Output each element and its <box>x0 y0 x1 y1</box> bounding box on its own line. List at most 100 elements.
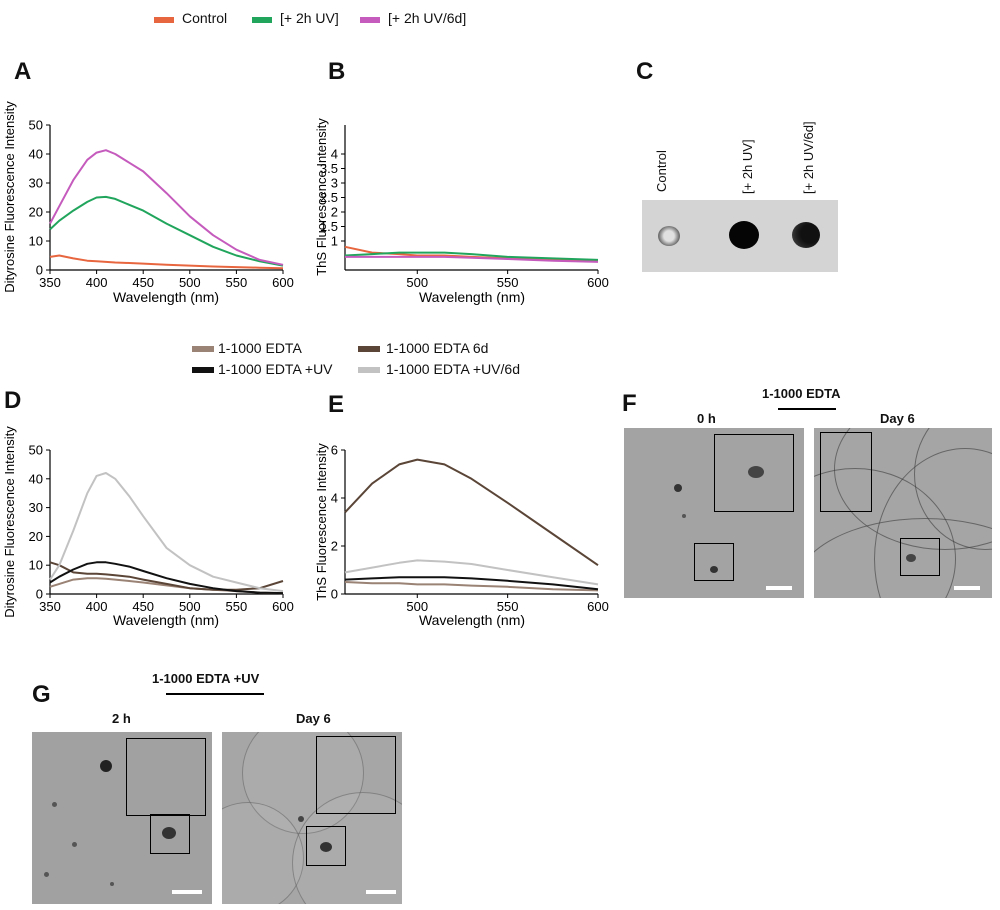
zoom-box <box>150 814 190 854</box>
x-tick-label: 600 <box>272 599 294 614</box>
series-line <box>344 559 599 586</box>
particle <box>52 802 57 807</box>
particle <box>710 566 718 573</box>
y-tick-label: 50 <box>29 118 43 133</box>
y-axis-label: ThS Fluorescence Intensity <box>314 118 329 276</box>
y-tick-label: 2.5 <box>320 190 338 205</box>
x-tick-label: 600 <box>587 599 609 614</box>
legend-swatch <box>192 346 214 352</box>
x-axis-label: Wavelength (nm) <box>113 289 219 305</box>
legend-label: [+ 2h UV/6d] <box>388 10 467 26</box>
x-tick-label: 400 <box>86 275 108 290</box>
em-image <box>624 428 804 598</box>
x-tick-label: 550 <box>226 599 248 614</box>
particle <box>162 827 176 839</box>
panel-label-c: C <box>636 58 654 85</box>
y-tick-label: 20 <box>29 529 43 544</box>
series-line <box>49 561 284 595</box>
zoom-box <box>306 826 346 866</box>
x-tick-label: 500 <box>406 599 428 614</box>
blot-label-uv6d: [+ 2h UV/6d] <box>801 121 816 194</box>
panel-label-g: G <box>32 681 51 708</box>
inset-box <box>316 736 396 814</box>
legend-swatch <box>358 367 380 373</box>
em-caption-left: 2 h <box>112 711 131 726</box>
legend-label: 1-1000 EDTA +UV/6d <box>386 361 520 377</box>
x-axis-label: Wavelength (nm) <box>113 612 219 628</box>
legend-swatch <box>360 17 380 23</box>
panel-label-d: D <box>4 387 22 414</box>
inset-box <box>714 434 794 512</box>
y-tick-label: 40 <box>29 147 43 162</box>
y-tick-label: 3 <box>331 176 338 191</box>
y-tick-label: 10 <box>29 558 43 573</box>
series-line <box>344 251 599 261</box>
particle <box>906 554 916 562</box>
blot-spot-uv <box>729 221 759 249</box>
fibril <box>814 518 992 598</box>
x-tick-label: 500 <box>179 599 201 614</box>
em-group-label: 1-1000 EDTA <box>762 386 841 401</box>
particle <box>100 760 112 772</box>
legend-label: Control <box>182 10 228 26</box>
scale-bar <box>172 890 202 894</box>
particle <box>44 872 49 877</box>
em-image <box>222 732 402 904</box>
x-tick-label: 350 <box>39 599 61 614</box>
x-tick-label: 600 <box>272 275 294 290</box>
blot-spot-control <box>658 226 680 246</box>
x-tick-label: 550 <box>497 599 519 614</box>
y-tick-label: 30 <box>29 500 43 515</box>
legend-label: 1-1000 EDTA 6d <box>386 340 489 356</box>
series-line <box>344 458 599 567</box>
y-tick-label: 0 <box>36 263 43 278</box>
x-tick-label: 600 <box>587 275 609 290</box>
series-line <box>49 195 284 267</box>
em-caption-right: Day 6 <box>880 411 915 426</box>
series-line <box>344 581 599 592</box>
y-axis-label: Dityrosine Fluorescence Intensity <box>2 101 17 293</box>
y-tick-label: 2 <box>331 205 338 220</box>
legend-mid: 1-1000 EDTA 1-1000 EDTA 6d 1-1000 EDTA +… <box>190 340 570 384</box>
legend-swatch <box>154 17 174 23</box>
blot-spot-uv6d <box>792 222 820 248</box>
legend-label: 1-1000 EDTA +UV <box>218 361 333 377</box>
series-line <box>49 149 284 266</box>
legend-label: 1-1000 EDTA <box>218 340 302 356</box>
x-tick-label: 400 <box>86 599 108 614</box>
series-line <box>49 472 284 593</box>
inset-box <box>820 432 872 512</box>
em-image <box>32 732 212 904</box>
particle <box>320 842 332 852</box>
particle <box>72 842 77 847</box>
x-tick-label: 350 <box>39 275 61 290</box>
particle <box>674 484 682 492</box>
y-tick-label: 1 <box>331 234 338 249</box>
particle <box>748 466 764 478</box>
y-tick-label: 4 <box>331 491 338 506</box>
em-image <box>814 428 992 598</box>
y-tick-label: 4 <box>331 147 338 162</box>
y-tick-label: 0 <box>331 587 338 602</box>
panel-label-b: B <box>328 58 346 85</box>
em-group-line <box>778 408 836 410</box>
scale-bar <box>954 586 980 590</box>
blot-membrane <box>642 200 838 272</box>
y-tick-label: 10 <box>29 234 43 249</box>
x-tick-label: 500 <box>179 275 201 290</box>
series-line <box>49 577 284 595</box>
x-tick-label: 550 <box>497 275 519 290</box>
zoom-box <box>900 538 940 576</box>
y-tick-label: 3.5 <box>320 161 338 176</box>
scale-bar <box>366 890 396 894</box>
y-tick-label: 50 <box>29 443 43 458</box>
em-group-label: 1-1000 EDTA +UV <box>152 671 260 686</box>
legend-swatch <box>358 346 380 352</box>
legend-swatch <box>192 367 214 373</box>
blot-label-control: Control <box>654 150 669 192</box>
x-axis-label: Wavelength (nm) <box>419 612 525 628</box>
y-tick-label: 30 <box>29 176 43 191</box>
y-tick-label: 0 <box>36 587 43 602</box>
y-axis-label: ThS Fluorescence Intensity <box>314 443 329 601</box>
particle <box>298 816 304 822</box>
